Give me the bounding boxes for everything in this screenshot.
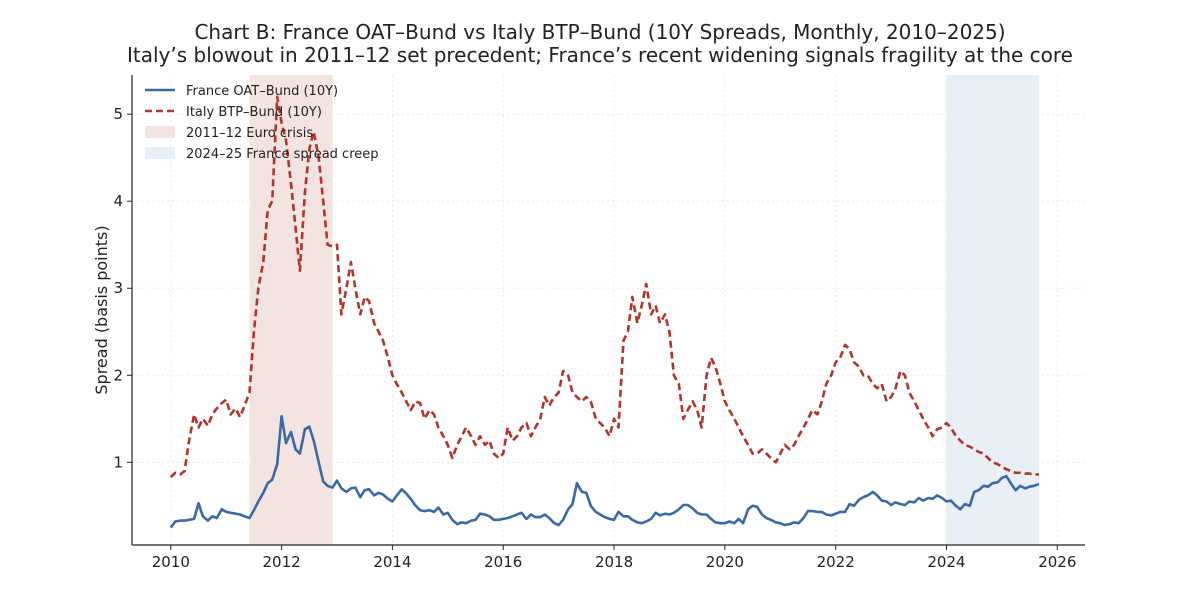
x-tick-label: 2020	[706, 553, 744, 571]
y-tick-label: 2	[113, 366, 123, 384]
shaded-region-2	[946, 75, 1040, 545]
axes	[127, 75, 1085, 550]
legend-item-2: Italy BTP–Bund (10Y)	[145, 105, 322, 120]
legend-label: 2011–12 Euro crisis	[186, 126, 313, 141]
series-lines	[169, 95, 1040, 529]
chart-title: Chart B: France OAT–Bund vs Italy BTP–Bu…	[194, 20, 1006, 44]
y-tick-label: 1	[113, 453, 123, 471]
legend-item-3: 2011–12 Euro crisis	[145, 126, 313, 141]
legend-swatch	[145, 147, 175, 159]
grid-lines	[132, 75, 1085, 545]
legend-label: France OAT–Bund (10Y)	[186, 84, 338, 99]
x-tick-label: 2010	[152, 553, 190, 571]
legend-label: Italy BTP–Bund (10Y)	[186, 105, 322, 120]
x-tick-label: 2012	[263, 553, 301, 571]
shaded-region-1	[249, 75, 333, 545]
x-tick-label: 2014	[373, 553, 411, 571]
x-tick-label: 2022	[817, 553, 855, 571]
y-tick-label: 4	[113, 192, 123, 210]
shaded-regions	[249, 75, 1040, 545]
y-tick-label: 5	[113, 105, 123, 123]
chart-subtitle: Italy’s blowout in 2011–12 set precedent…	[127, 43, 1073, 67]
legend: France OAT–Bund (10Y) Italy BTP–Bund (10Y…	[145, 84, 379, 162]
series-line-france	[169, 414, 1040, 529]
x-tick-label: 2024	[927, 553, 965, 571]
x-tick-label: 2016	[484, 553, 522, 571]
x-tick-label: 2026	[1038, 553, 1076, 571]
legend-item-1: France OAT–Bund (10Y)	[145, 84, 338, 99]
x-tick-label: 2018	[595, 553, 633, 571]
y-tick-label: 3	[113, 279, 123, 297]
y-axis-label: Spread (basis points)	[92, 225, 111, 394]
tick-labels: 2010 2012 2014 2016 2018 2020 2022 2024 2026 1 2 3 4…	[113, 105, 1076, 571]
legend-swatch	[145, 126, 175, 138]
legend-label: 2024–25 France spread creep	[186, 147, 379, 162]
legend-item-4: 2024–25 France spread creep	[145, 147, 379, 162]
